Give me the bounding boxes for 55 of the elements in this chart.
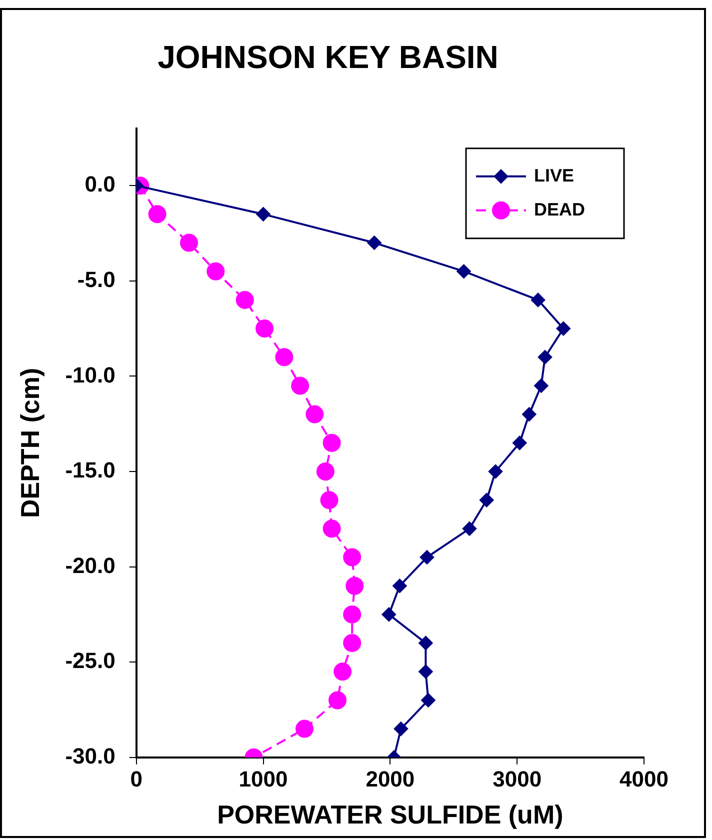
x-tick-label: 4000 — [620, 766, 668, 792]
legend-label: DEAD — [534, 199, 586, 220]
y-tick-label: -25.0 — [65, 648, 116, 674]
point — [320, 491, 338, 510]
point — [462, 522, 476, 536]
legend-label: LIVE — [534, 165, 574, 186]
point — [291, 376, 310, 395]
point — [418, 664, 433, 679]
point — [488, 464, 503, 478]
point — [456, 264, 471, 278]
point — [382, 607, 396, 622]
point — [392, 578, 407, 593]
point — [328, 691, 347, 710]
y-tick-label: 0.0 — [84, 172, 116, 197]
y-tick-label: -20.0 — [65, 552, 116, 578]
point — [306, 405, 324, 424]
point — [296, 720, 314, 738]
chart-title: JOHNSON KEY BASIN — [158, 39, 498, 76]
x-axis-title: POREWATER SULFIDE (uM) — [217, 800, 564, 830]
point — [531, 292, 546, 307]
x-tick-label: 0 — [130, 766, 142, 792]
point — [316, 462, 334, 480]
x-tick-label: 1000 — [238, 766, 288, 792]
y-axis-title: DEPTH (cm) — [14, 368, 45, 518]
point — [236, 290, 254, 309]
point — [343, 548, 362, 566]
point — [334, 662, 352, 681]
point — [256, 320, 274, 338]
point — [322, 434, 341, 452]
y-tick-label: -5.0 — [77, 266, 116, 292]
point — [180, 234, 198, 252]
point — [256, 207, 270, 222]
x-tick-label: 2000 — [366, 766, 415, 792]
point — [534, 378, 548, 393]
point — [420, 550, 434, 564]
point — [522, 407, 536, 422]
point — [367, 236, 382, 250]
point — [275, 348, 294, 366]
y-tick-label: -15.0 — [65, 458, 116, 483]
point — [206, 262, 225, 280]
y-tick-label: -10.0 — [65, 362, 116, 388]
point — [480, 493, 494, 508]
point — [538, 350, 552, 364]
point — [148, 205, 166, 224]
point — [346, 576, 364, 595]
x-tick-label: 3000 — [492, 766, 542, 792]
point — [556, 322, 570, 336]
point — [512, 436, 527, 450]
point — [418, 636, 433, 650]
point — [394, 722, 408, 736]
point — [343, 605, 362, 624]
y-tick-label: -30.0 — [65, 743, 116, 768]
point — [421, 693, 436, 708]
point — [343, 634, 362, 652]
point — [322, 520, 341, 538]
